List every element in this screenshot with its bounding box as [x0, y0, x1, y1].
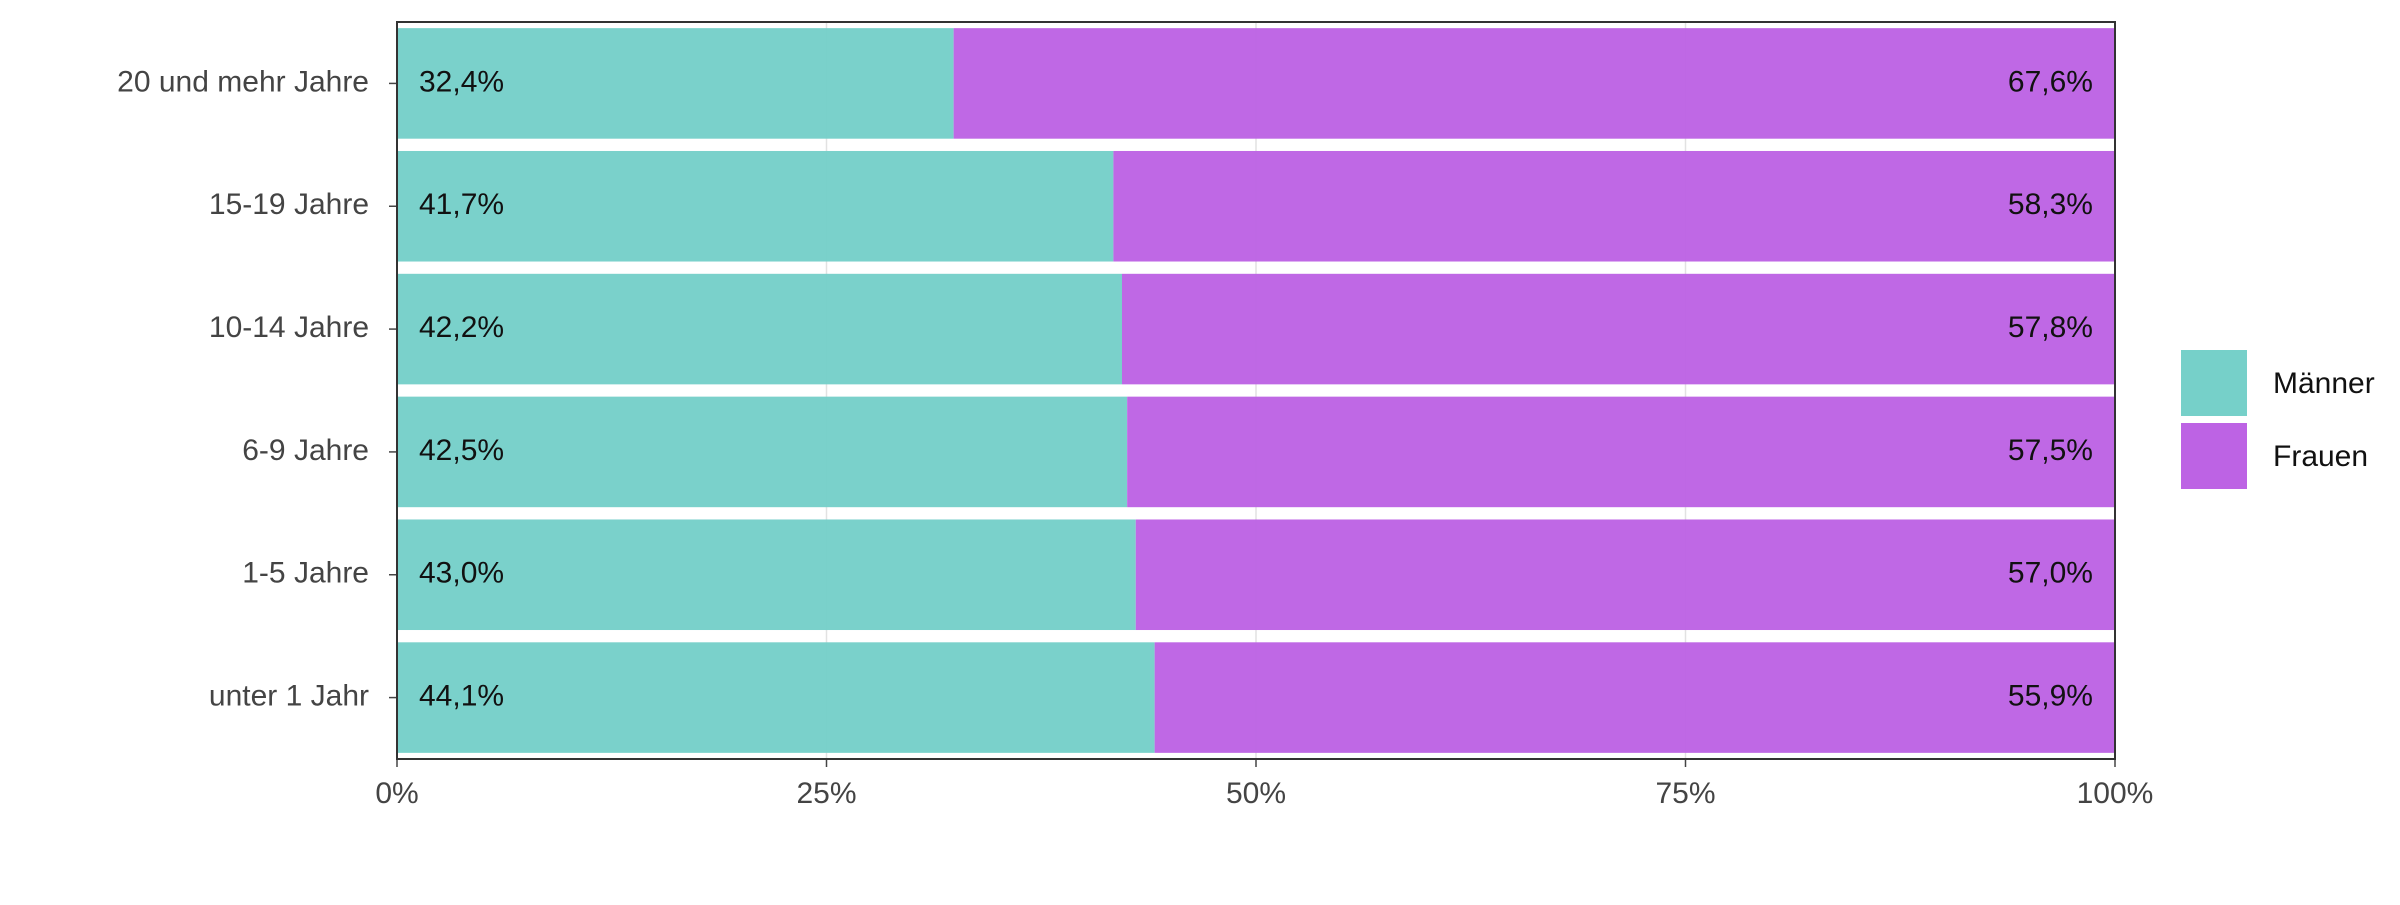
bar-segment [1127, 396, 2115, 508]
value-label: 43,0% [419, 557, 504, 590]
bar-segment [1135, 519, 2115, 631]
x-tick-label: 100% [2077, 777, 2154, 810]
bar-segment [397, 28, 954, 139]
bar-segment [1113, 150, 2115, 262]
y-tick-label: unter 1 Jahr [209, 680, 369, 713]
y-tick-label: 10-14 Jahre [209, 311, 369, 344]
y-tick-label: 1-5 Jahre [242, 557, 369, 590]
value-label: 41,7% [419, 188, 504, 221]
value-label: 44,1% [419, 680, 504, 713]
bar-segment [1154, 642, 2115, 753]
value-label: 57,8% [2008, 311, 2093, 344]
x-tick-label: 0% [375, 777, 418, 810]
legend-label: Frauen [2273, 440, 2368, 473]
value-label: 42,5% [419, 434, 504, 467]
value-label: 32,4% [419, 65, 504, 98]
legend-swatch [2181, 423, 2247, 489]
value-label: 58,3% [2008, 188, 2093, 221]
x-tick-label: 25% [796, 777, 856, 810]
y-tick-label: 20 und mehr Jahre [117, 65, 369, 98]
x-tick-label: 75% [1655, 777, 1715, 810]
y-tick-label: 15-19 Jahre [209, 188, 369, 221]
bar-segment [1121, 273, 2115, 385]
plot-border [396, 21, 2116, 760]
bar-segment [397, 396, 1128, 508]
bar-segment [397, 273, 1122, 385]
value-label: 42,2% [419, 311, 504, 344]
legend-label: Männer [2273, 367, 2375, 400]
bar-segment [397, 519, 1136, 631]
value-label: 57,0% [2008, 557, 2093, 590]
value-label: 55,9% [2008, 680, 2093, 713]
y-tick-label: 6-9 Jahre [242, 434, 369, 467]
value-label: 57,5% [2008, 434, 2093, 467]
bar-segment [953, 28, 2115, 139]
bar-segment [397, 642, 1155, 753]
x-tick-label: 50% [1226, 777, 1286, 810]
bar-segment [397, 150, 1114, 262]
value-label: 67,6% [2008, 65, 2093, 98]
legend-swatch [2181, 350, 2247, 416]
